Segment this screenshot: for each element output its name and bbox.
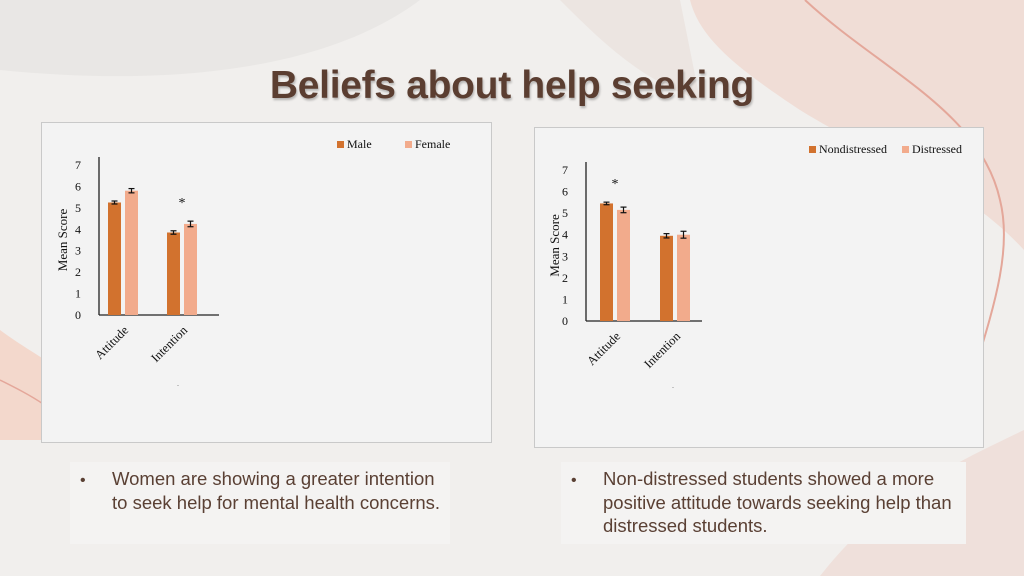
x-tick-label: Intention (641, 329, 683, 371)
bar-male-attitude (108, 202, 121, 315)
y-tick-label: 4 (562, 228, 568, 242)
y-tick-label: 2 (562, 271, 568, 285)
x-tick-label: Intention (148, 323, 190, 365)
x-tick-label: Attitude (92, 323, 131, 362)
bullet-text-distress: Non-distressed students showed a more po… (603, 468, 952, 536)
legend-label-distressed: Distressed (912, 142, 962, 156)
y-tick-label: 3 (562, 249, 568, 263)
y-tick-label: 0 (562, 314, 568, 328)
y-tick-label: 0 (75, 308, 81, 322)
bullet-distress-finding: • Non-distressed students showed a more … (561, 462, 966, 544)
legend-swatch-nondistressed (809, 146, 816, 153)
bullet-symbol: • (80, 472, 86, 489)
significance-marker: * (179, 196, 186, 211)
bullet-symbol: • (571, 472, 577, 489)
legend-swatch-distressed (902, 146, 909, 153)
legend-swatch-male (337, 141, 344, 148)
slide-title: Beliefs about help seeking (269, 64, 755, 107)
significance-marker: * (612, 177, 619, 192)
y-tick-label: 5 (562, 206, 568, 220)
legend-swatch-female (405, 141, 412, 148)
bar-female-intention (184, 223, 197, 315)
gender-bar-chart: 0 1 2 3 4 5 6 7 Mean Score Attitude Intention * Male… (55, 137, 450, 388)
y-tick-label: 7 (75, 158, 81, 172)
y-tick-label: 6 (75, 179, 81, 193)
bar-distressed-intention (677, 234, 690, 321)
distress-chart-panel: 0 1 2 3 4 5 6 7 Mean Score Attitude Intention * Nond… (534, 127, 984, 448)
y-tick-label: 1 (75, 287, 81, 301)
bar-nondistressed-intention (660, 235, 673, 321)
bullet-text-gender: Women are showing a greater intention to… (112, 468, 441, 513)
footnote-dot: . (177, 379, 179, 388)
gender-chart-panel: 0 1 2 3 4 5 6 7 Mean Score Attitude Intention * Male… (41, 122, 492, 443)
x-tick-label: Attitude (584, 329, 623, 368)
y-tick-label: 1 (562, 292, 568, 306)
y-tick-label: 6 (562, 185, 568, 199)
y-tick-label: 4 (75, 222, 81, 236)
y-tick-label: 3 (75, 244, 81, 258)
bullet-gender-finding: • Women are showing a greater intention … (70, 462, 450, 544)
bar-female-attitude (125, 190, 138, 315)
footnote-dot: . (672, 381, 674, 390)
legend-label-nondistressed: Nondistressed (819, 142, 887, 156)
bar-male-intention (167, 232, 180, 315)
y-tick-label: 5 (75, 201, 81, 215)
bar-nondistressed-attitude (600, 203, 613, 321)
bar-distressed-attitude (617, 209, 630, 321)
y-axis-label: Mean Score (55, 209, 70, 272)
y-tick-label: 7 (562, 163, 568, 177)
legend-label-male: Male (347, 137, 372, 151)
y-tick-label: 2 (75, 265, 81, 279)
y-axis-label: Mean Score (547, 214, 562, 277)
legend-label-female: Female (415, 137, 450, 151)
distress-bar-chart: 0 1 2 3 4 5 6 7 Mean Score Attitude Intention * Nond… (547, 142, 962, 390)
